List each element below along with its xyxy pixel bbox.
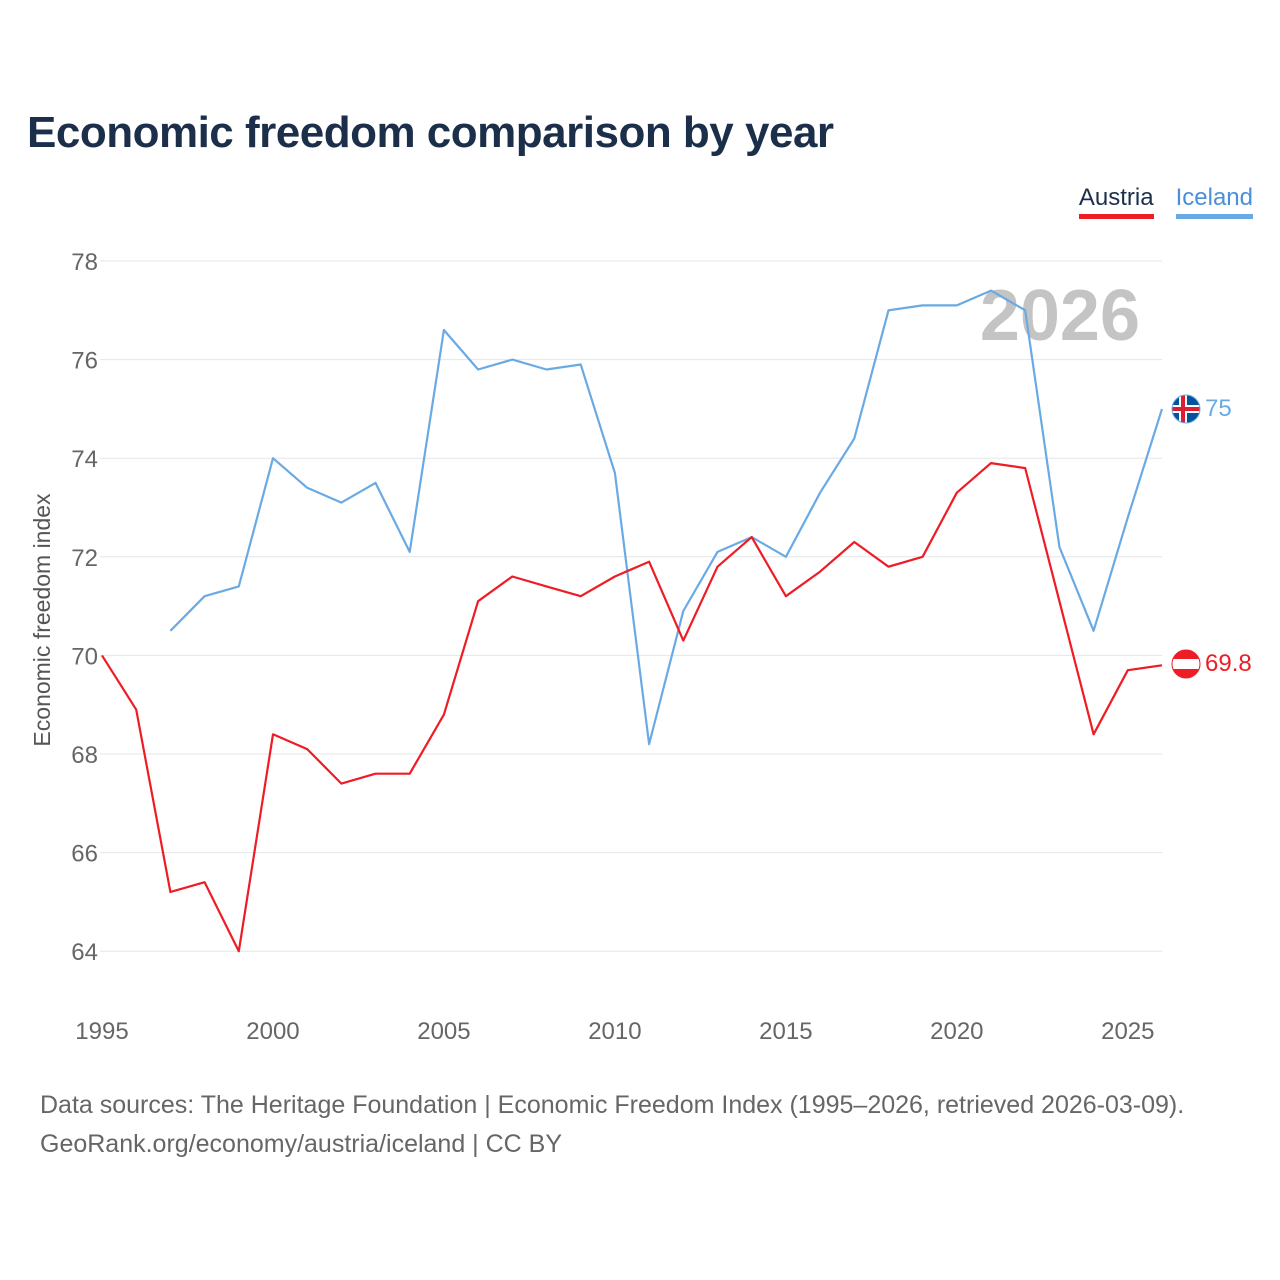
chart-title: Economic freedom comparison by year — [27, 108, 834, 157]
series-lines — [101, 289, 1164, 953]
austria-end-label: 69.8 — [1205, 650, 1252, 677]
series-line-austria[interactable] — [101, 462, 1163, 953]
y-tick-label: 68 — [71, 742, 98, 769]
y-tick-label: 72 — [71, 545, 98, 572]
y-tick-label: 74 — [71, 446, 98, 473]
x-tick-label: 2025 — [1101, 1018, 1154, 1045]
x-tick-label: 2000 — [246, 1018, 299, 1045]
x-tick-label: 2015 — [759, 1018, 812, 1045]
grid-lines — [100, 260, 1162, 952]
x-tick-label: 2005 — [417, 1018, 470, 1045]
footer: Data sources: The Heritage Foundation | … — [40, 1086, 1184, 1164]
series-line-iceland[interactable] — [169, 289, 1164, 746]
legend-item-iceland[interactable]: Iceland — [1175, 184, 1253, 219]
y-axis-label: Economic freedom index — [29, 493, 55, 747]
y-tick-label: 76 — [71, 348, 98, 375]
y-tick-label: 66 — [71, 841, 98, 868]
legend: Austria Iceland — [1078, 184, 1253, 219]
x-axis-ticks: 1995 2000 2005 2010 2015 2020 2025 — [75, 1018, 1154, 1045]
legend-item-austria[interactable]: Austria — [1078, 184, 1154, 219]
austria-flag-icon — [1171, 649, 1201, 679]
x-tick-label: 2020 — [930, 1018, 983, 1045]
iceland-end-label: 75 — [1205, 395, 1232, 422]
data-sources: Data sources: The Heritage Foundation | … — [40, 1091, 1185, 1119]
credit-link[interactable]: GeoRank.org/economy/austria/iceland | CC… — [40, 1130, 563, 1158]
year-watermark: 2026 — [980, 276, 1140, 356]
y-tick-label: 70 — [71, 643, 98, 670]
y-tick-label: 78 — [71, 249, 98, 276]
y-tick-label: 64 — [71, 939, 98, 966]
y-axis-ticks: 64 66 68 70 72 74 76 78 — [71, 249, 98, 966]
iceland-flag-icon — [1171, 394, 1201, 424]
x-tick-label: 1995 — [75, 1018, 128, 1045]
x-tick-label: 2010 — [588, 1018, 641, 1045]
